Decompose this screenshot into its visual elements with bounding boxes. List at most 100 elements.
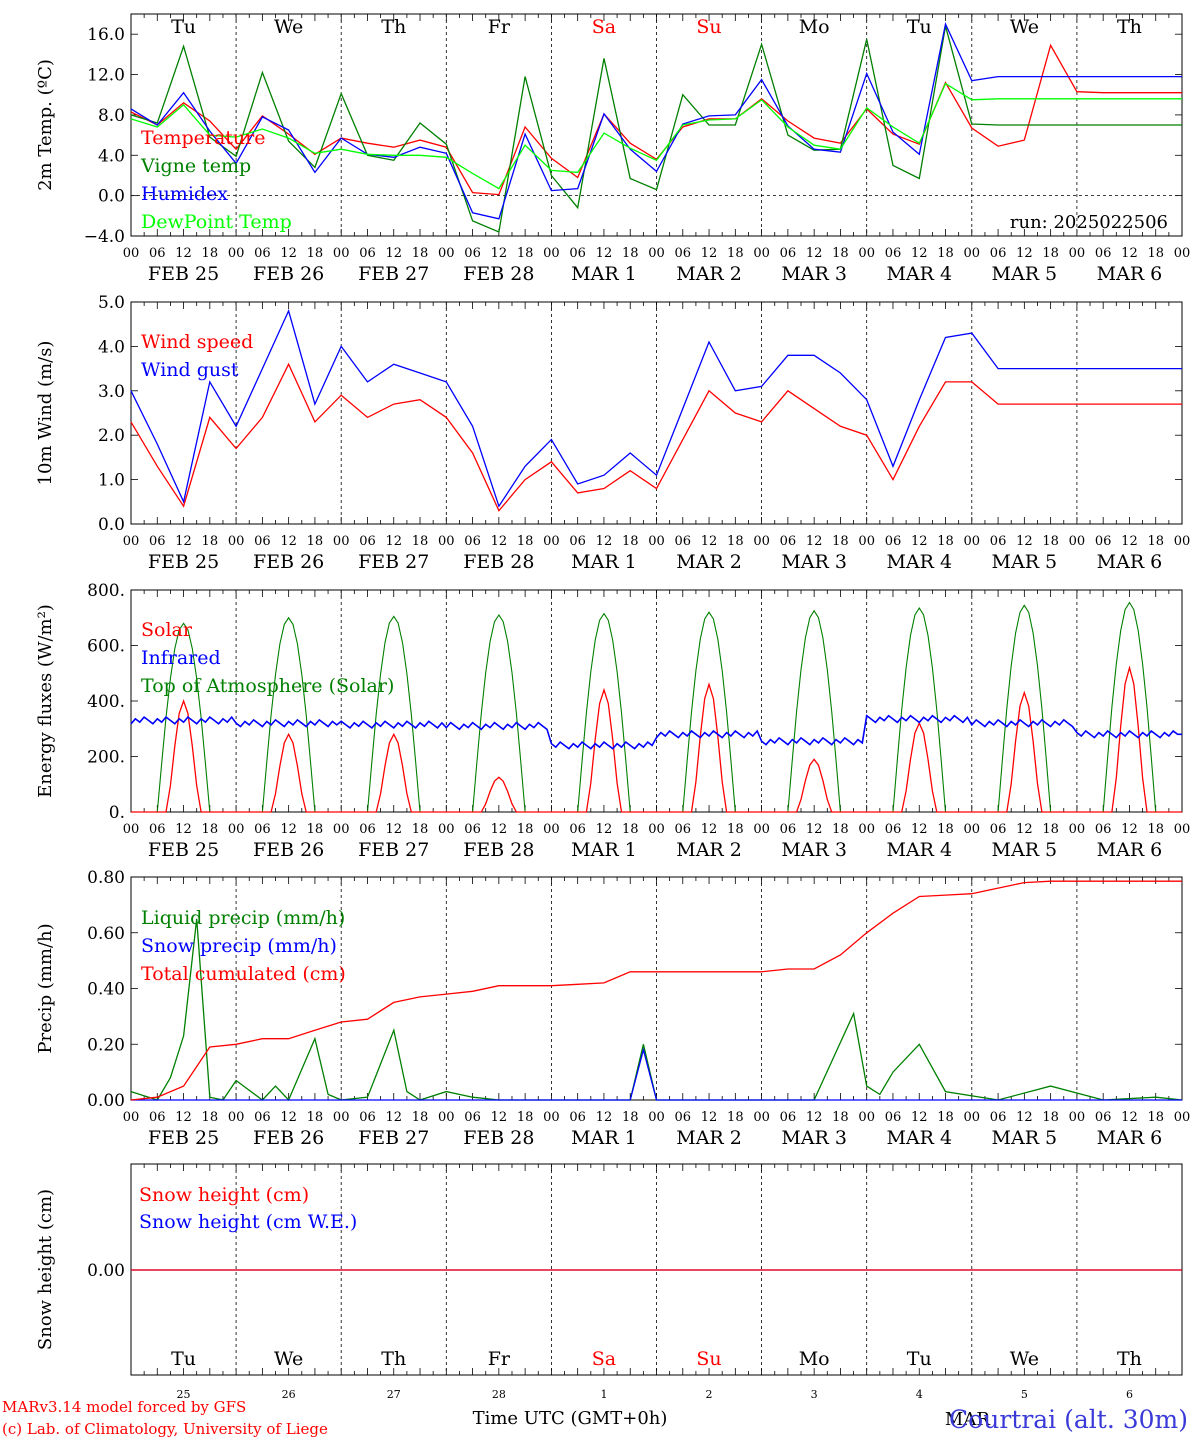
weekday-label: We	[274, 16, 303, 38]
date-label: MAR 6	[1097, 263, 1163, 285]
weekday-label: Tu	[907, 1348, 932, 1370]
hour-tick-label: 00	[543, 822, 560, 837]
hour-tick-label: 06	[569, 534, 586, 549]
hour-tick-label: 06	[569, 822, 586, 837]
weekday-label: Th	[381, 16, 406, 38]
date-label: MAR 5	[992, 1127, 1058, 1149]
legend-label: Infrared	[141, 647, 221, 669]
y-tick-label: 12.0	[87, 66, 125, 86]
date-label: MAR 1	[571, 263, 637, 285]
hour-tick-label: 18	[622, 822, 639, 837]
hour-tick-label: 06	[254, 246, 271, 261]
hour-tick-label: 00	[333, 822, 350, 837]
day-number-label: 5	[1021, 1388, 1028, 1401]
hour-tick-label: 18	[1147, 246, 1164, 261]
hour-tick-label: 06	[675, 246, 692, 261]
hour-tick-label: 18	[307, 1110, 324, 1125]
date-label: MAR 4	[886, 263, 952, 285]
hour-tick-label: 00	[123, 534, 140, 549]
hour-tick-label: 06	[149, 534, 166, 549]
hour-tick-label: 12	[806, 822, 823, 837]
hour-tick-label: 06	[359, 1110, 376, 1125]
hour-tick-label: 06	[149, 246, 166, 261]
hour-tick-label: 18	[832, 1110, 849, 1125]
day-number-label: 25	[177, 1388, 191, 1401]
y-tick-label: 200.	[87, 748, 125, 768]
date-label: MAR 4	[886, 551, 952, 573]
date-label: MAR 3	[781, 551, 847, 573]
hour-tick-label: 00	[1069, 822, 1086, 837]
run-annotation: run: 2025022506	[1010, 212, 1168, 233]
series-line-total-cumulated-cm-	[130, 880, 1182, 1101]
hour-tick-label: 06	[1095, 822, 1112, 837]
hour-tick-label: 12	[175, 822, 192, 837]
date-label: FEB 27	[358, 839, 429, 861]
date-label: MAR 5	[992, 263, 1058, 285]
hour-tick-label: 18	[517, 246, 534, 261]
hour-tick-label: 18	[412, 246, 429, 261]
hour-tick-label: 00	[1069, 534, 1086, 549]
legend-label: Snow precip (mm/h)	[141, 935, 337, 957]
date-label: FEB 26	[253, 1127, 324, 1149]
hour-tick-label: 12	[491, 822, 508, 837]
hour-tick-label: 12	[1016, 534, 1033, 549]
hour-tick-label: 12	[491, 534, 508, 549]
hour-tick-label: 06	[675, 534, 692, 549]
series-line-infrared	[130, 714, 1182, 750]
hour-tick-label: 18	[517, 534, 534, 549]
y-tick-label: 0.00	[87, 1261, 125, 1281]
series-line-snow-precip-mm-h-	[131, 1047, 1182, 1101]
y-tick-label: 0.40	[87, 980, 125, 1000]
legend-label: Vigne temp	[140, 155, 251, 177]
series-line-wind-gust	[130, 309, 1182, 508]
weekday-label: Su	[696, 1348, 721, 1370]
hour-tick-label: 06	[464, 1110, 481, 1125]
hour-tick-label: 12	[911, 534, 928, 549]
hour-tick-label: 00	[648, 822, 665, 837]
date-label: FEB 26	[253, 551, 324, 573]
y-tick-label: 800.	[87, 581, 125, 601]
hour-tick-label: 18	[517, 1110, 534, 1125]
weekday-label: Th	[1117, 1348, 1142, 1370]
hour-tick-label: 12	[280, 822, 297, 837]
hour-tick-label: 18	[727, 246, 744, 261]
hour-tick-label: 18	[202, 1110, 219, 1125]
hour-tick-label: 00	[964, 822, 981, 837]
weekday-label: Mo	[799, 16, 830, 38]
day-number-label: 28	[492, 1388, 506, 1401]
hour-tick-label: 12	[1121, 534, 1138, 549]
hour-tick-label: 00	[964, 246, 981, 261]
hour-tick-label: 00	[543, 534, 560, 549]
hour-tick-label: 06	[675, 1110, 692, 1125]
date-label: FEB 27	[358, 263, 429, 285]
hour-tick-label: 00	[543, 246, 560, 261]
hour-tick-label: 12	[491, 246, 508, 261]
hour-tick-label: 18	[937, 822, 954, 837]
date-label: MAR 4	[886, 839, 952, 861]
date-label: FEB 28	[463, 839, 534, 861]
hour-tick-label: 18	[412, 822, 429, 837]
hour-tick-label: 12	[385, 534, 402, 549]
y-tick-label: 2.0	[98, 426, 125, 446]
hour-tick-label: 06	[780, 534, 797, 549]
y-tick-label: 0.20	[87, 1035, 125, 1055]
hour-tick-label: 18	[832, 246, 849, 261]
hour-tick-label: 12	[385, 822, 402, 837]
hour-tick-label: 18	[1042, 246, 1059, 261]
hour-tick-label: 00	[1069, 1110, 1086, 1125]
y-tick-label: 3.0	[98, 382, 125, 402]
hour-tick-label: 12	[175, 246, 192, 261]
hour-tick-label: 18	[1147, 534, 1164, 549]
weekday-label: Mo	[799, 1348, 830, 1370]
hour-tick-label: 06	[359, 534, 376, 549]
hour-tick-label: 18	[202, 822, 219, 837]
hour-tick-label: 06	[780, 246, 797, 261]
day-number-label: 3	[811, 1388, 818, 1401]
hour-tick-label: 12	[1121, 822, 1138, 837]
hour-tick-label: 06	[149, 822, 166, 837]
hour-tick-label: 00	[753, 534, 770, 549]
weekday-label: Sa	[592, 1348, 616, 1370]
hour-tick-label: 12	[1121, 1110, 1138, 1125]
weekday-label: We	[274, 1348, 303, 1370]
legend-label: DewPoint Temp	[141, 211, 292, 233]
